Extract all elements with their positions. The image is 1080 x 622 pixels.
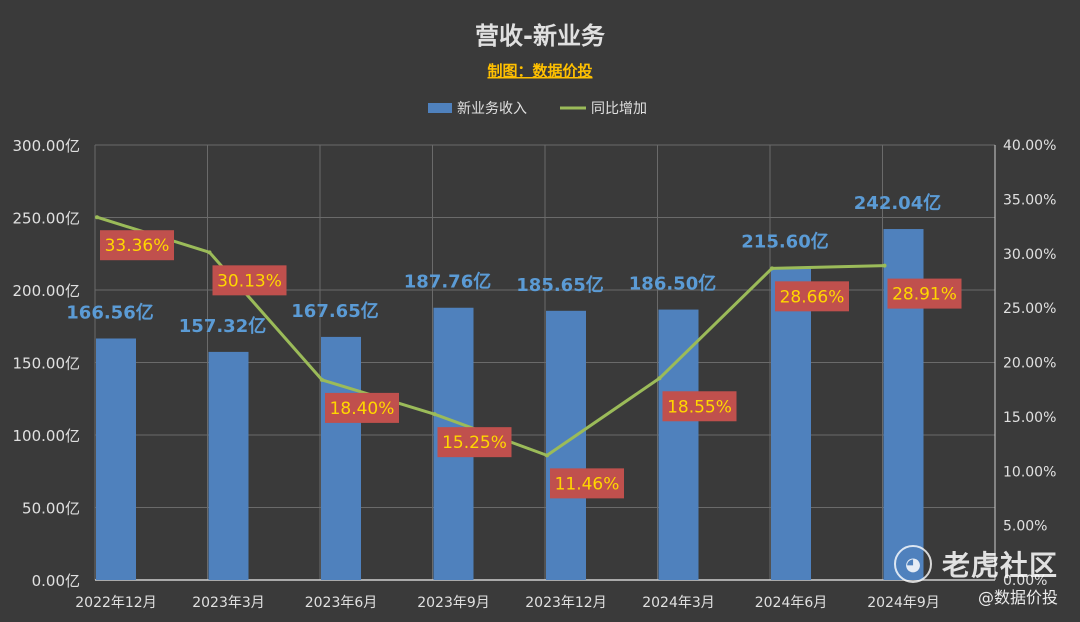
y-left-tick-label: 250.00亿 (13, 210, 81, 228)
line-value-label: 33.36% (105, 236, 170, 256)
watermark-brand: 老虎社区 (941, 549, 1058, 582)
line-point (770, 266, 774, 271)
bar (658, 309, 699, 580)
y-right-tick-label: 10.00% (1003, 464, 1056, 480)
pct-label-box (775, 281, 849, 312)
y-right-tick-label: 5.00% (1003, 519, 1047, 535)
y-right-tick-label: 15.00% (1003, 410, 1056, 426)
x-tick-label: 2023年9月 (417, 595, 490, 611)
y-right-tick-label: 40.00% (1003, 138, 1056, 154)
line-value-label: 30.13% (217, 271, 282, 291)
line-value-label: 18.40% (330, 399, 395, 419)
pct-label-box (887, 278, 962, 309)
y-right-tick-label: 35.00% (1003, 192, 1056, 208)
bar-value-label: 242.04亿 (854, 192, 941, 214)
pct-label-box (550, 468, 624, 499)
x-tick-label: 2022年12月 (75, 595, 156, 611)
bar (771, 267, 811, 580)
x-tick-label: 2023年3月 (192, 595, 265, 611)
line-point (320, 377, 324, 382)
bar-value-label: 157.32亿 (179, 315, 266, 337)
x-tick-label: 2023年12月 (525, 595, 606, 611)
chart-title: 营收-新业务 (475, 22, 606, 50)
x-tick-label: 2024年9月 (867, 595, 940, 611)
y-right-tick-label: 20.00% (1003, 356, 1056, 372)
watermark-handle: @数据价投 (977, 588, 1058, 607)
y-right-tick-label: 0.00% (1003, 573, 1047, 589)
bar-value-label: 185.65亿 (516, 274, 603, 296)
bar (208, 351, 249, 580)
y-left-tick-label: 50.00亿 (22, 500, 80, 518)
line-value-label: 15.25% (442, 433, 507, 453)
x-tick-label: 2023年6月 (305, 595, 378, 611)
legend-bar-swatch (428, 103, 452, 113)
y-right-tick-label: 25.00% (1003, 301, 1056, 317)
bar-value-label: 186.50亿 (629, 273, 716, 295)
bar (546, 310, 586, 580)
line-point (545, 453, 549, 458)
pct-label-box (662, 391, 737, 422)
bar (321, 336, 361, 580)
y-right-tick-label: 30.00% (1003, 247, 1056, 263)
bar-value-label: 187.76亿 (404, 271, 491, 293)
legend-bar-label: 新业务收入 (457, 101, 527, 117)
y-left-tick-label: 200.00亿 (13, 282, 81, 300)
chart-subtitle: 制图：数据价投 (487, 62, 592, 80)
line-value-label: 28.91% (892, 285, 957, 305)
line-point (95, 215, 99, 220)
y-left-tick-label: 0.00亿 (32, 572, 80, 590)
x-tick-label: 2024年3月 (642, 595, 715, 611)
line-value-label: 28.66% (780, 287, 845, 307)
line-point (207, 250, 212, 255)
legend-line-label: 同比增加 (591, 101, 647, 117)
line-point (657, 376, 662, 381)
line-point (432, 412, 437, 417)
bar-value-label: 167.65亿 (291, 300, 378, 322)
watermark: ◕ 老虎社区 (893, 544, 1058, 584)
tiger-logo-icon: ◕ (893, 545, 932, 583)
line-value-label: 11.46% (555, 474, 620, 494)
y-left-tick-label: 100.00亿 (13, 427, 81, 445)
y-left-tick-label: 300.00亿 (13, 137, 81, 155)
line-value-label: 18.55% (667, 397, 732, 417)
bar-value-label: 215.60亿 (741, 230, 828, 252)
pct-label-box (100, 230, 174, 261)
y-left-tick-label: 150.00亿 (13, 355, 81, 373)
pct-label-box (437, 427, 512, 458)
line-point (882, 263, 887, 268)
pct-label-box (212, 265, 287, 296)
bar-value-label: 166.56亿 (66, 301, 153, 323)
x-tick-label: 2024年6月 (755, 595, 828, 611)
pct-label-box (325, 392, 399, 423)
bar (96, 338, 136, 580)
